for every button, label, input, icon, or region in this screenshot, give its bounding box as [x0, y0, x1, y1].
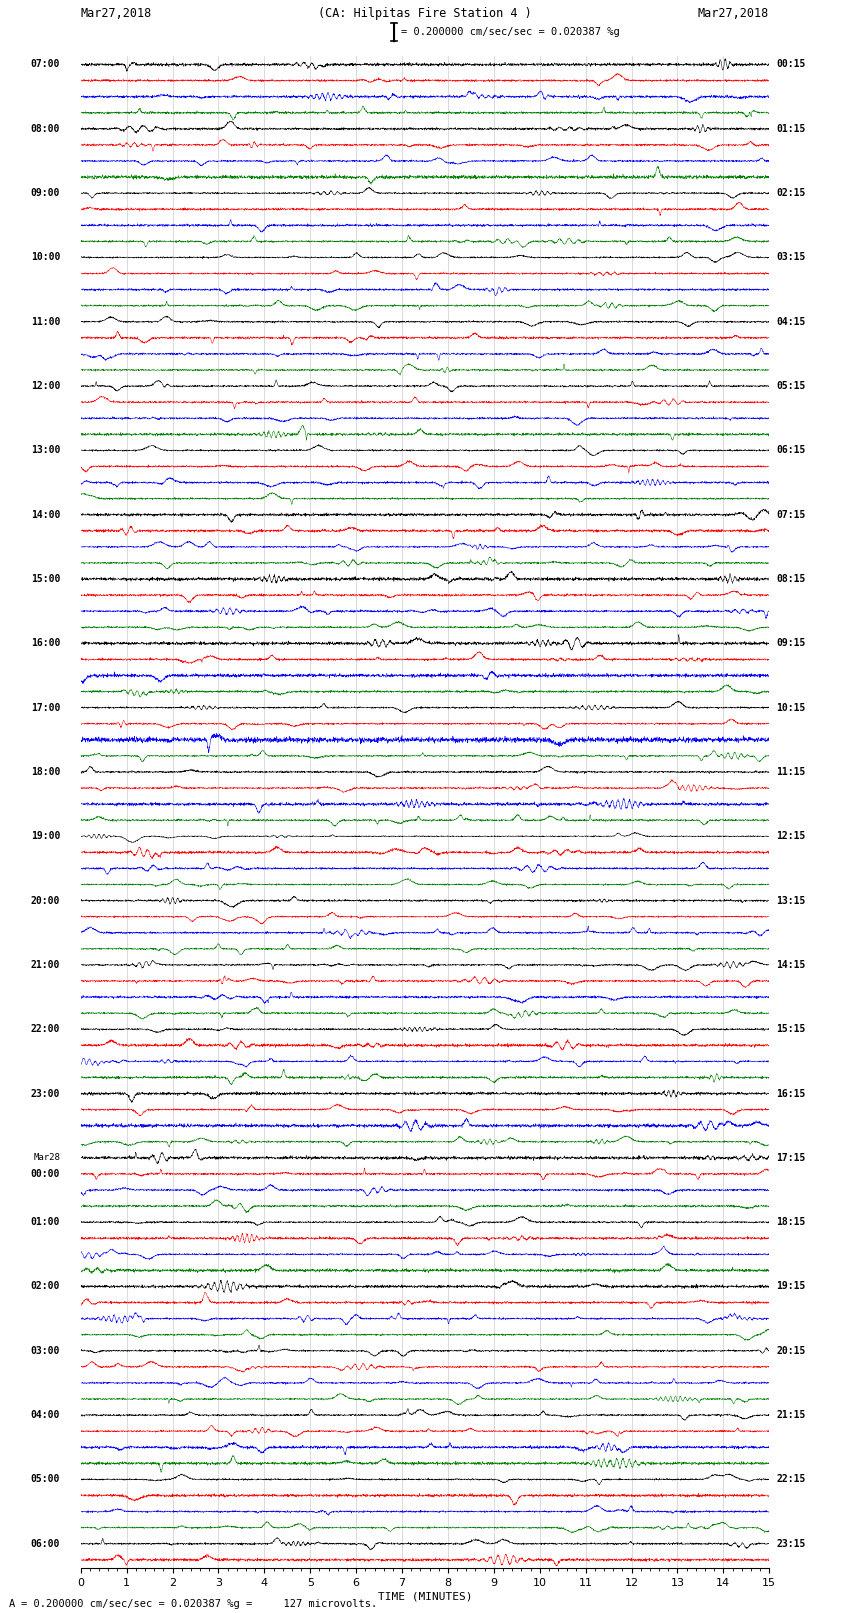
Text: 00:00: 00:00 [31, 1169, 60, 1179]
Text: 06:15: 06:15 [776, 445, 806, 455]
Text: 18:15: 18:15 [776, 1218, 806, 1227]
Text: 08:00: 08:00 [31, 124, 60, 134]
Text: 01:15: 01:15 [776, 124, 806, 134]
Text: 22:00: 22:00 [31, 1024, 60, 1034]
Text: 13:15: 13:15 [776, 895, 806, 905]
Text: 03:00: 03:00 [31, 1345, 60, 1357]
Text: 16:00: 16:00 [31, 639, 60, 648]
Text: 13:00: 13:00 [31, 445, 60, 455]
Text: 07:15: 07:15 [776, 510, 806, 519]
Text: 14:15: 14:15 [776, 960, 806, 969]
Text: 10:00: 10:00 [31, 253, 60, 263]
Text: 04:00: 04:00 [31, 1410, 60, 1419]
Text: Mar28: Mar28 [33, 1153, 60, 1163]
Text: 02:15: 02:15 [776, 189, 806, 198]
Text: 04:15: 04:15 [776, 316, 806, 327]
Text: 07:00: 07:00 [31, 60, 60, 69]
Text: 08:15: 08:15 [776, 574, 806, 584]
Text: 05:15: 05:15 [776, 381, 806, 390]
Text: 09:15: 09:15 [776, 639, 806, 648]
Text: 11:15: 11:15 [776, 766, 806, 777]
Text: 12:15: 12:15 [776, 831, 806, 842]
Text: (CA: Hilpitas Fire Station 4 ): (CA: Hilpitas Fire Station 4 ) [318, 6, 532, 21]
Text: = 0.200000 cm/sec/sec = 0.020387 %g: = 0.200000 cm/sec/sec = 0.020387 %g [401, 27, 620, 37]
Text: 18:00: 18:00 [31, 766, 60, 777]
Text: 15:00: 15:00 [31, 574, 60, 584]
Text: 22:15: 22:15 [776, 1474, 806, 1484]
Text: 20:00: 20:00 [31, 895, 60, 905]
Text: 03:15: 03:15 [776, 253, 806, 263]
Text: 10:15: 10:15 [776, 703, 806, 713]
Text: 00:15: 00:15 [776, 60, 806, 69]
Text: 12:00: 12:00 [31, 381, 60, 390]
Text: 21:00: 21:00 [31, 960, 60, 969]
Text: 23:00: 23:00 [31, 1089, 60, 1098]
Text: 19:15: 19:15 [776, 1281, 806, 1292]
Text: Mar27,2018: Mar27,2018 [81, 6, 152, 21]
Text: 20:15: 20:15 [776, 1345, 806, 1357]
X-axis label: TIME (MINUTES): TIME (MINUTES) [377, 1592, 473, 1602]
Text: 06:00: 06:00 [31, 1539, 60, 1548]
Text: 17:15: 17:15 [776, 1153, 806, 1163]
Text: A: A [8, 1598, 14, 1608]
Text: = 0.200000 cm/sec/sec = 0.020387 %g =     127 microvolts.: = 0.200000 cm/sec/sec = 0.020387 %g = 12… [21, 1598, 377, 1608]
Text: 21:15: 21:15 [776, 1410, 806, 1419]
Text: 19:00: 19:00 [31, 831, 60, 842]
Text: 01:00: 01:00 [31, 1218, 60, 1227]
Text: 14:00: 14:00 [31, 510, 60, 519]
Text: 02:00: 02:00 [31, 1281, 60, 1292]
Text: 17:00: 17:00 [31, 703, 60, 713]
Text: Mar27,2018: Mar27,2018 [698, 6, 769, 21]
Text: 16:15: 16:15 [776, 1089, 806, 1098]
Text: 11:00: 11:00 [31, 316, 60, 327]
Text: 23:15: 23:15 [776, 1539, 806, 1548]
Text: 15:15: 15:15 [776, 1024, 806, 1034]
Text: 05:00: 05:00 [31, 1474, 60, 1484]
Text: 09:00: 09:00 [31, 189, 60, 198]
